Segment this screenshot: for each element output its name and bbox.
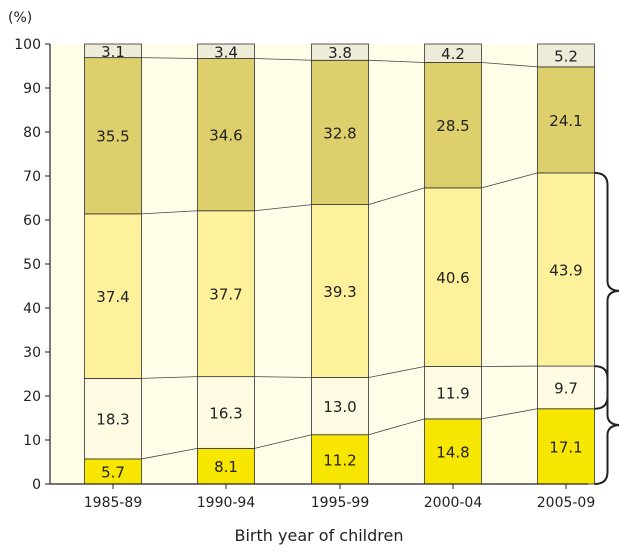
connector-line (368, 366, 425, 378)
value-label: 4.2 (441, 45, 465, 63)
bar-segment (84, 213, 142, 379)
y-tick-label: 60 (23, 213, 41, 229)
bar-segment (311, 59, 369, 206)
value-label: 40.6 (436, 269, 469, 287)
connector-line (481, 62, 538, 68)
connector-lines-layer (141, 57, 538, 460)
bar-segment (537, 408, 595, 485)
value-label: 3.1 (101, 43, 125, 61)
connector-line (141, 376, 198, 379)
value-label: 9.7 (554, 379, 578, 397)
bar-segment (424, 187, 482, 367)
x-tick-label: 2005-09 (537, 495, 596, 511)
value-label: 34.6 (209, 127, 242, 145)
connector-line (368, 418, 425, 436)
y-tick-label: 100 (14, 37, 41, 53)
bars-layer (84, 43, 595, 485)
bar-segment (197, 376, 255, 449)
bar-segment (311, 43, 369, 61)
connector-line (481, 172, 538, 189)
value-label: 32.8 (323, 124, 356, 142)
connector-line (481, 408, 538, 420)
x-tick-label: 1985-89 (84, 495, 143, 511)
value-label: 11.2 (323, 451, 356, 469)
value-label: 28.5 (436, 117, 469, 135)
value-label: 14.8 (436, 443, 469, 461)
y-ticks-layer: 0 10 20 30 40 50 60 70 80 90 100 (14, 37, 50, 493)
bar-segment (537, 66, 595, 174)
value-label: 18.3 (96, 411, 129, 429)
value-label: 24.1 (549, 112, 582, 130)
y-tick-label: 70 (23, 169, 41, 185)
y-tick-label: 0 (32, 477, 41, 493)
y-unit-label: (%) (8, 10, 32, 26)
bar-segment (424, 62, 482, 189)
bar-segment (84, 43, 142, 59)
connector-line (254, 204, 312, 212)
connector-line (254, 58, 312, 61)
connector-line (254, 376, 312, 378)
bar-segment (537, 365, 595, 410)
y-tick-label: 20 (23, 389, 41, 405)
bar-segment (84, 458, 142, 485)
bar-segment (424, 43, 482, 63)
brace-annotations (594, 171, 619, 485)
connector-line (368, 187, 425, 205)
bar-segment (537, 172, 595, 367)
value-label: 37.7 (209, 286, 242, 304)
connector-line (254, 434, 312, 449)
value-label: 39.3 (323, 283, 356, 301)
y-tick-label: 50 (23, 257, 41, 273)
value-label: 5.7 (101, 463, 125, 481)
x-tick-label: 2000-04 (424, 495, 483, 511)
y-tick-label: 30 (23, 345, 41, 361)
bar-segment (537, 43, 595, 68)
x-axis-label: Birth year of children (235, 526, 404, 545)
y-tick-label: 40 (23, 301, 41, 317)
bar-segment (197, 447, 255, 485)
value-labels-layer: 5.7 18.3 37.4 35.5 3.1 8.1 16.3 37.7 34.6 3.4 11.2… (96, 43, 582, 482)
bar-segment (197, 58, 255, 212)
value-label: 11.9 (436, 385, 469, 403)
bar-segment (197, 43, 255, 59)
value-label: 8.1 (214, 458, 238, 476)
x-ticks-layer: 1985-89 1990-94 1995-99 2000-04 2005-09 (84, 484, 596, 511)
value-label: 5.2 (554, 47, 578, 65)
brace-path (594, 365, 619, 485)
value-label: 3.4 (214, 43, 238, 61)
value-label: 17.1 (549, 438, 582, 456)
value-label: 35.5 (96, 128, 129, 146)
value-label: 13.0 (323, 398, 356, 416)
value-label: 43.9 (549, 262, 582, 280)
value-label: 37.4 (96, 288, 129, 306)
x-tick-label: 1995-99 (311, 495, 370, 511)
bar-segment (424, 366, 482, 420)
connector-line (141, 57, 198, 59)
x-tick-label: 1990-94 (197, 495, 256, 511)
y-tick-label: 90 (23, 81, 41, 97)
bar-segment (311, 377, 369, 436)
connector-line (141, 210, 198, 215)
bar-segment (197, 210, 255, 378)
connector-line (368, 59, 425, 63)
bar-segment (84, 57, 142, 215)
value-label: 3.8 (328, 44, 352, 62)
bar-segment (311, 434, 369, 485)
value-label: 16.3 (209, 405, 242, 423)
y-tick-label: 80 (23, 125, 41, 141)
y-tick-label: 10 (23, 433, 41, 449)
connector-line (141, 447, 198, 460)
